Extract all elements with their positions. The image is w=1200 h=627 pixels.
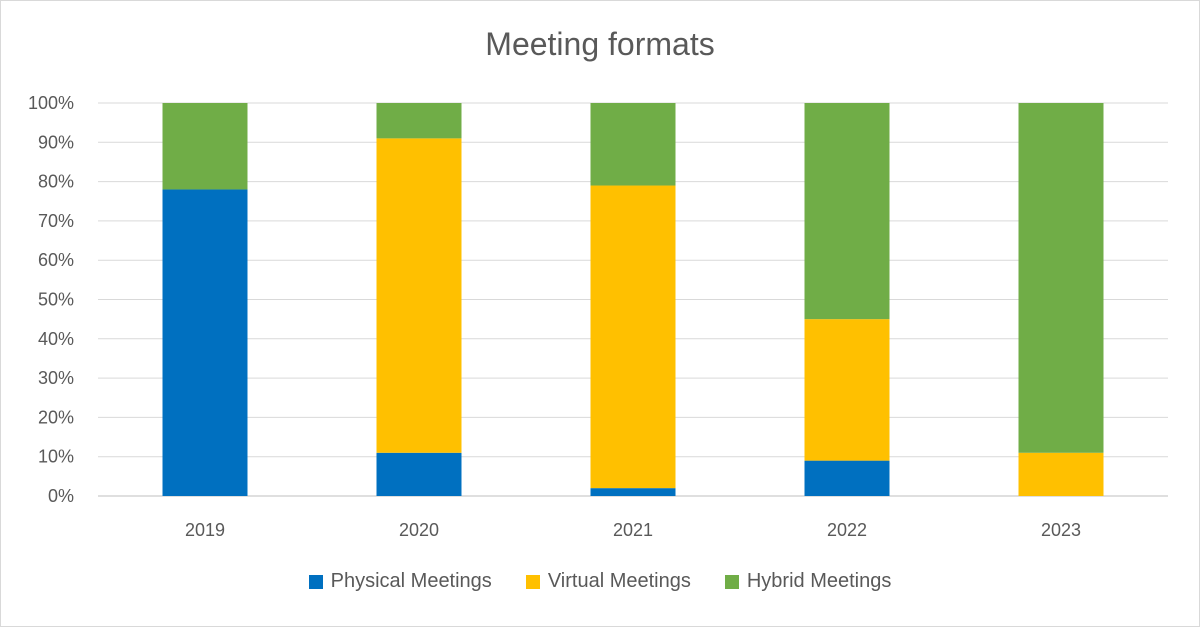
y-tick-label: 50% — [38, 290, 74, 310]
bar-segment — [376, 452, 462, 496]
x-tick-label: 2023 — [1041, 520, 1081, 540]
bar-segment — [1018, 452, 1104, 496]
legend-label: Physical Meetings — [330, 570, 492, 592]
legend-label: Virtual Meetings — [547, 570, 691, 592]
bar-segment — [590, 488, 676, 496]
bar-segment — [590, 185, 676, 489]
x-tick-label: 2019 — [185, 520, 225, 540]
y-tick-label: 90% — [38, 132, 74, 152]
legend-item: Virtual Meetings — [525, 570, 691, 593]
legend-swatch — [724, 574, 739, 589]
y-tick-label: 70% — [38, 211, 74, 231]
bar-segment — [376, 103, 462, 139]
x-tick-label: 2022 — [827, 520, 867, 540]
chart-title: Meeting formats — [485, 26, 715, 62]
y-axis-ticks: 0% 10% 20% 30% 40% 50% 60% 70% 80% 90% 100% — [28, 93, 74, 506]
bar-segment — [162, 189, 248, 496]
x-axis-ticks: 2019 2020 2021 2022 2023 — [185, 520, 1081, 540]
y-tick-label: 40% — [38, 329, 74, 349]
y-tick-label: 30% — [38, 368, 74, 388]
legend: Physical Meetings Virtual Meetings Hybrid … — [0, 570, 1200, 593]
legend-item: Physical Meetings — [308, 570, 492, 593]
x-tick-label: 2021 — [613, 520, 653, 540]
bar-segment — [376, 138, 462, 453]
legend-item: Hybrid Meetings — [724, 570, 892, 593]
bar-segment — [590, 103, 676, 186]
y-tick-label: 80% — [38, 172, 74, 192]
y-tick-label: 60% — [38, 250, 74, 270]
y-tick-label: 0% — [48, 486, 74, 506]
x-tick-label: 2020 — [399, 520, 439, 540]
legend-label: Hybrid Meetings — [746, 570, 892, 592]
y-tick-label: 100% — [28, 93, 74, 113]
bar-segment — [1018, 103, 1104, 453]
legend-swatch — [525, 574, 540, 589]
bar-segment — [804, 319, 890, 461]
bar-segment — [804, 460, 890, 496]
legend-swatch — [308, 574, 323, 589]
bars — [162, 103, 1104, 496]
y-tick-label: 10% — [38, 447, 74, 467]
bar-segment — [804, 103, 890, 320]
y-tick-label: 20% — [38, 407, 74, 427]
bar-segment — [162, 103, 248, 190]
